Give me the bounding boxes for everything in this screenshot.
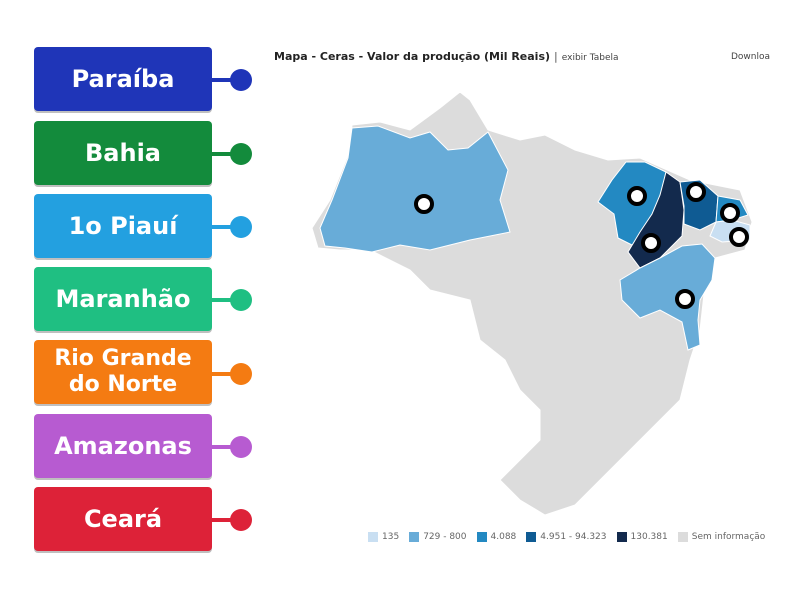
title-separator: |: [554, 50, 558, 63]
legend-label: 4.951 - 94.323: [540, 532, 607, 542]
legend-item: 135: [368, 532, 399, 542]
map-marker-maranhao[interactable]: [627, 186, 647, 206]
map-marker-piaui[interactable]: [641, 233, 661, 253]
map-title: Mapa - Ceras - Valor da produção (Mil Re…: [274, 50, 551, 63]
label-piaui[interactable]: 1o Piauí: [34, 194, 212, 258]
legend-swatch: [368, 532, 378, 542]
map-region-bahia[interactable]: [619, 243, 716, 351]
brazil-map: [311, 91, 753, 516]
connector-dot[interactable]: [230, 289, 252, 311]
label-paraiba[interactable]: Paraíba: [34, 47, 212, 111]
legend-swatch: [409, 532, 420, 542]
legend-label: 729 - 800: [423, 532, 467, 542]
connector-line: [212, 152, 234, 156]
connector-line: [212, 225, 234, 229]
map-marker-bahia[interactable]: [675, 289, 695, 309]
legend-item: 4.951 - 94.323: [526, 532, 607, 542]
legend-item: 729 - 800: [409, 532, 467, 542]
connector-line: [212, 518, 234, 522]
download-link[interactable]: Downloa: [730, 52, 770, 62]
connector-dot[interactable]: [230, 216, 252, 238]
legend-swatch: [526, 532, 537, 542]
label-ceara[interactable]: Ceará: [34, 487, 212, 551]
label-amazonas[interactable]: Amazonas: [34, 414, 212, 478]
legend-swatch: [677, 532, 688, 542]
connector-line: [212, 372, 234, 376]
legend-label: 4.088: [490, 532, 517, 542]
legend-label: Sem informação: [691, 532, 766, 542]
label-rio-grande-do-norte[interactable]: Rio Grande do Norte: [34, 340, 212, 404]
connector-line: [212, 298, 234, 302]
map-marker-ceara[interactable]: [686, 182, 706, 202]
legend-swatch: [476, 532, 487, 542]
legend-label: 135: [382, 532, 400, 542]
connector-dot[interactable]: [230, 143, 252, 165]
map-title-bar: Mapa - Ceras - Valor da produção (Mil Re…: [274, 50, 619, 63]
map-legend: 135 729 - 800 4.088 4.951 - 94.323 130.3…: [368, 532, 775, 542]
connector-dot[interactable]: [230, 509, 252, 531]
legend-item: 130.381: [616, 532, 668, 542]
map-region-amazonas[interactable]: [319, 125, 511, 253]
connector-dot[interactable]: [230, 69, 252, 91]
map-marker-amazonas[interactable]: [414, 194, 434, 214]
map-marker-rio-grande-do-norte[interactable]: [720, 203, 740, 223]
label-maranhao[interactable]: Maranhão: [34, 267, 212, 331]
map-marker-paraiba[interactable]: [729, 227, 749, 247]
legend-label: 130.381: [630, 532, 668, 542]
legend-swatch: [616, 532, 627, 542]
legend-item: 4.088: [476, 532, 517, 542]
legend-item: Sem informação: [677, 532, 766, 542]
connector-line: [212, 78, 234, 82]
connector-dot[interactable]: [230, 436, 252, 458]
connector-dot[interactable]: [230, 363, 252, 385]
show-table-link[interactable]: exibir Tabela: [561, 53, 619, 63]
connector-line: [212, 445, 234, 449]
label-bahia[interactable]: Bahia: [34, 121, 212, 185]
